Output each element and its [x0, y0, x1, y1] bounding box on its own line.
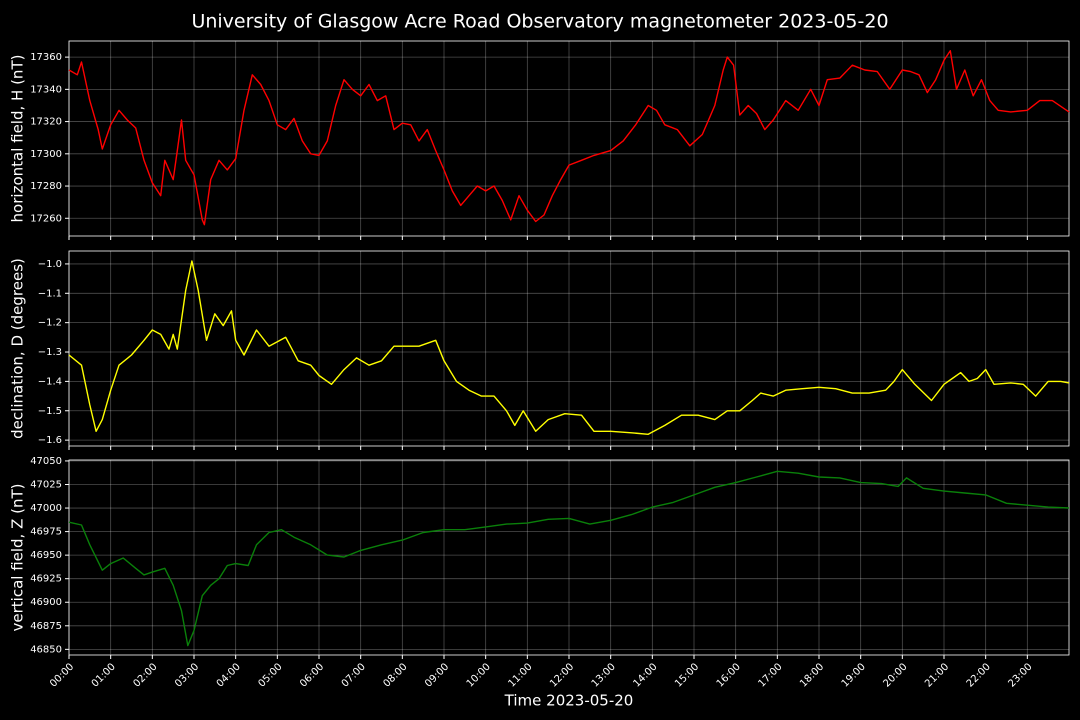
- y-tick-label: 17260: [30, 213, 62, 224]
- y-tick-label: −1.1: [38, 288, 62, 299]
- y-tick-label: 46925: [30, 574, 62, 585]
- chart-title: University of Glasgow Acre Road Observat…: [191, 11, 888, 33]
- y-tick-label: −1.2: [38, 318, 62, 329]
- y-tick-label: 17320: [30, 117, 62, 128]
- data-line: [68, 260, 1070, 435]
- y-tick-label: 46950: [30, 550, 62, 561]
- y-tick-label: 47050: [30, 456, 62, 467]
- y-tick-label: 46875: [30, 621, 62, 632]
- y-axis-label: vertical field, Z (nT): [9, 483, 27, 631]
- x-axis-label: Time 2023-05-20: [504, 692, 634, 710]
- y-tick-label: 47000: [30, 503, 62, 514]
- plot-frame: [68, 250, 1070, 447]
- y-tick-label: −1.0: [38, 259, 62, 270]
- plot-frame: [68, 40, 1070, 237]
- y-tick-label: 46850: [30, 644, 62, 655]
- y-tick-label: −1.3: [38, 347, 62, 358]
- y-tick-label: 46975: [30, 527, 62, 538]
- y-axis-label: horizontal field, H (nT): [9, 55, 27, 223]
- y-tick-label: 17360: [30, 52, 62, 63]
- y-tick-label: −1.6: [38, 435, 62, 446]
- y-tick-label: −1.5: [38, 406, 62, 417]
- data-line: [68, 50, 1070, 226]
- y-tick-label: 17300: [30, 149, 62, 160]
- y-tick-label: 17280: [30, 181, 62, 192]
- y-tick-label: 47025: [30, 479, 62, 490]
- y-axis-label: declination, D (degrees): [9, 258, 27, 439]
- y-tick-label: 17340: [30, 84, 62, 95]
- data-line: [68, 470, 1070, 647]
- y-tick-label: −1.4: [38, 376, 62, 387]
- y-tick-label: 46900: [30, 597, 62, 608]
- plot-frame: [68, 459, 1070, 656]
